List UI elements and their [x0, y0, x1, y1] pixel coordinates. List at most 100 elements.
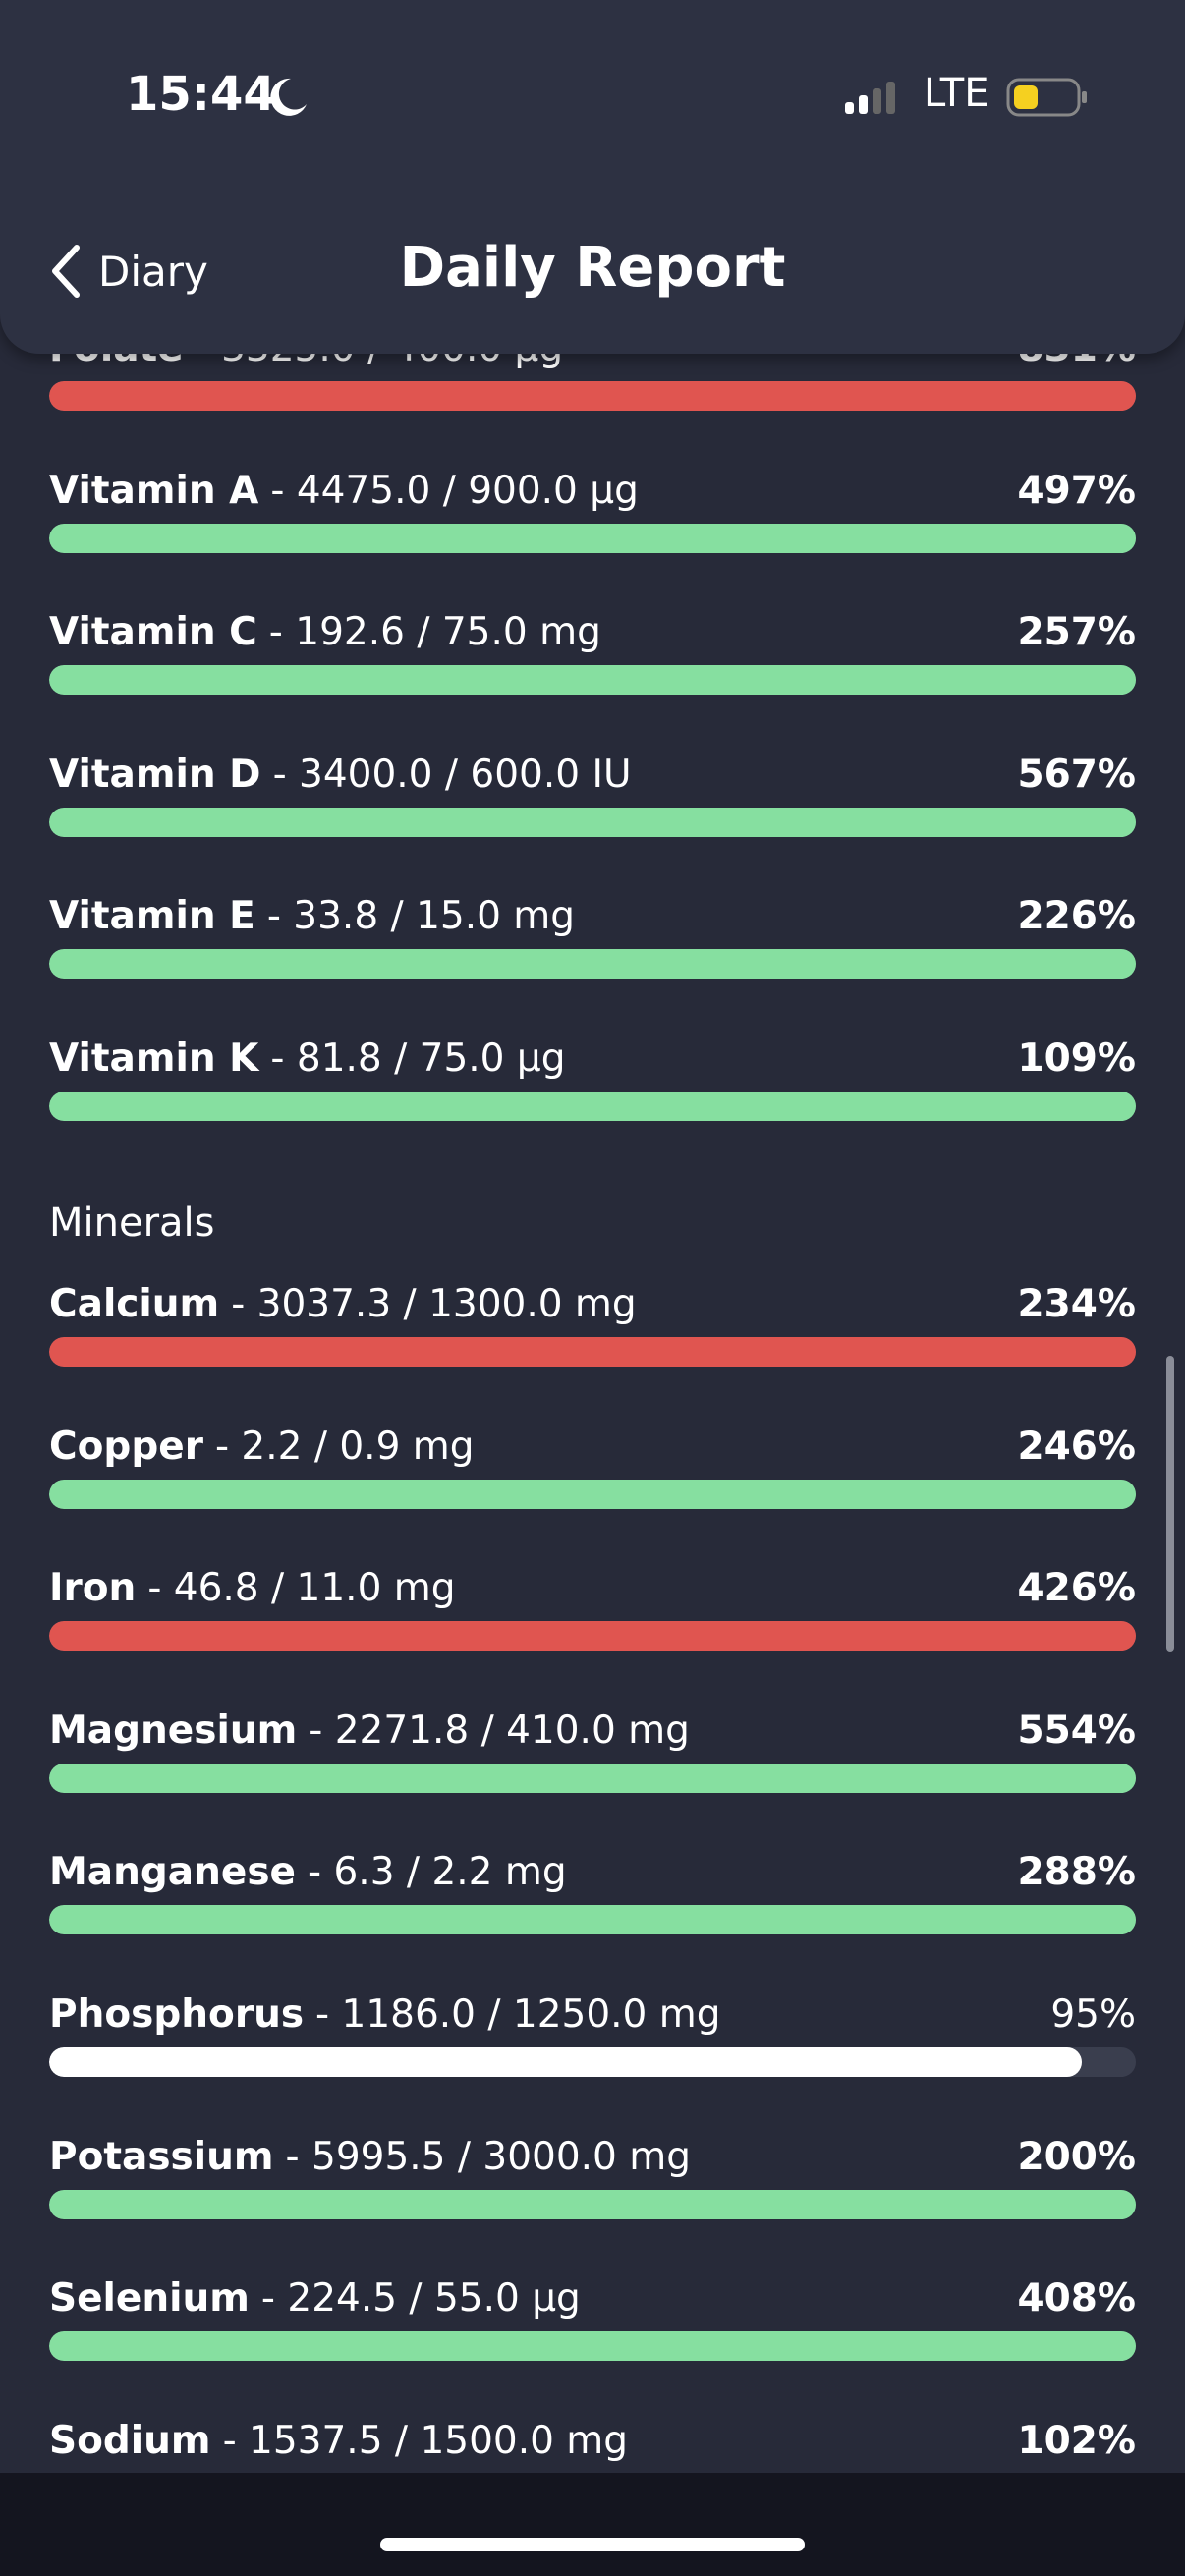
progress-track	[49, 1337, 1136, 1367]
header: 15:44 LTE Diary Daily Report	[0, 0, 1185, 354]
percent-label: 554%	[1017, 1708, 1137, 1753]
nutrient-name: Sodium	[49, 2418, 211, 2463]
progress-fill	[49, 1763, 1136, 1793]
nutrient-name: Vitamin A	[49, 468, 259, 513]
nutrient-amount: - 81.8 / 75.0 µg	[270, 1036, 566, 1081]
progress-track	[49, 381, 1136, 411]
time: 15:44	[126, 67, 276, 122]
percent-label: 497%	[1017, 468, 1137, 513]
percent-label: 95%	[1050, 1992, 1136, 2037]
nutrient-name: Selenium	[49, 2276, 250, 2322]
nutrient-row: Vitamin E- 33.8 / 15.0 mg 226%	[49, 887, 1136, 946]
progress-track	[49, 2331, 1136, 2362]
percent-label: 200%	[1017, 2134, 1137, 2179]
progress-track	[49, 949, 1136, 980]
nutrient-row: Vitamin D- 3400.0 / 600.0 IU 567%	[49, 746, 1136, 805]
progress-track	[49, 2047, 1136, 2077]
nutrient-name: Copper	[49, 1424, 203, 1469]
percent-label: 567%	[1017, 752, 1137, 797]
nutrient-row: Vitamin K- 81.8 / 75.0 µg 109%	[49, 1030, 1136, 1089]
progress-fill	[49, 665, 1136, 696]
nutrient-row: Potassium - 5995.5 / 3000.0 mg 200%	[49, 2128, 1136, 2187]
signal-icon	[845, 82, 895, 114]
progress-fill	[49, 1092, 1136, 1121]
battery-icon	[1006, 78, 1087, 117]
nutrient-name: Calcium	[49, 1282, 220, 1326]
nutrient-amount: - 2.2 / 0.9 mg	[214, 1424, 475, 1469]
nutrient-name: Vitamin D	[49, 752, 261, 797]
percent-label: 408%	[1017, 2276, 1137, 2322]
nutrient-amount: - 3037.3 / 1300.0 mg	[231, 1282, 637, 1326]
progress-fill	[49, 1905, 1136, 1935]
progress-track	[49, 2189, 1136, 2219]
progress-track	[49, 1763, 1136, 1793]
home-indicator	[380, 2538, 805, 2551]
progress-track	[49, 1621, 1136, 1652]
nutrient-amount: - 1537.5 / 1500.0 mg	[222, 2418, 629, 2463]
title: Daily Report	[399, 236, 786, 300]
nutrient-row: Copper - 2.2 / 0.9 mg 246%	[49, 1418, 1136, 1477]
nutrient-row: Selenium - 224.5 / 55.0 µg 408%	[49, 2269, 1136, 2328]
nutrient-name: Vitamin K	[49, 1036, 259, 1081]
moon-icon	[270, 78, 307, 116]
nutrient-name: Vitamin E	[49, 894, 255, 939]
progress-track	[49, 1479, 1136, 1509]
nutrient-name: Magnesium	[49, 1708, 298, 1753]
progress-fill	[49, 1337, 1136, 1367]
home-area	[0, 2473, 1185, 2576]
progress-fill	[49, 807, 1136, 837]
nutrient-amount: - 2271.8 / 410.0 mg	[309, 1708, 690, 1753]
progress-fill	[49, 2047, 1082, 2077]
nutrient-row: Iron - 46.8 / 11.0 mg 426%	[49, 1559, 1136, 1618]
percent-label: 102%	[1017, 2418, 1137, 2463]
progress-fill	[49, 523, 1136, 553]
percent-label: 109%	[1017, 1036, 1137, 1081]
nutrient-amount: - 5995.5 / 3000.0 mg	[285, 2134, 692, 2179]
back-button[interactable]: Diary	[47, 240, 208, 303]
nutrient-amount: - 1186.0 / 1250.0 mg	[315, 1992, 721, 2037]
scrollbar	[1166, 1356, 1174, 1652]
nutrient-name: Potassium	[49, 2134, 274, 2179]
nutrient-amount: - 46.8 / 11.0 mg	[147, 1566, 456, 1611]
back-label: Diary	[98, 247, 208, 296]
nutrient-row: Magnesium - 2271.8 / 410.0 mg 554%	[49, 1702, 1136, 1761]
progress-track	[49, 523, 1136, 553]
nutrient-row: Calcium - 3037.3 / 1300.0 mg 234%	[49, 1275, 1136, 1334]
percent-label: 226%	[1017, 894, 1137, 939]
progress-fill	[49, 1479, 1136, 1509]
nutrient-amount: - 3400.0 / 600.0 IU	[272, 752, 632, 797]
nutrient-row: Manganese - 6.3 / 2.2 mg 288%	[49, 1843, 1136, 1902]
nutrient-row: Sodium - 1537.5 / 1500.0 mg 102%	[49, 2412, 1136, 2471]
percent-label: 288%	[1017, 1850, 1137, 1895]
back-chevron	[52, 245, 80, 298]
progress-fill	[49, 1621, 1136, 1652]
progress-track	[49, 665, 1136, 696]
progress-fill	[49, 2331, 1136, 2362]
nutrient-amount: - 4475.0 / 900.0 µg	[270, 468, 639, 513]
progress-fill	[49, 949, 1136, 980]
nutrient-row: Vitamin A- 4475.0 / 900.0 µg 497%	[49, 462, 1136, 521]
nutrient-amount: - 224.5 / 55.0 µg	[260, 2276, 581, 2322]
progress-track	[49, 807, 1136, 837]
nutrient-name: Phosphorus	[49, 1992, 305, 2037]
network: LTE	[924, 71, 989, 116]
nutrient-name: Iron	[49, 1566, 137, 1611]
percent-label: 234%	[1017, 1282, 1137, 1326]
nutrient-name: Vitamin C	[49, 610, 257, 655]
nutrient-name: Manganese	[49, 1850, 297, 1895]
progress-track	[49, 1905, 1136, 1935]
nutrient-row: Vitamin C- 192.6 / 75.0 mg 257%	[49, 603, 1136, 662]
progress-track	[49, 1092, 1136, 1121]
percent-label: 426%	[1017, 1566, 1137, 1611]
nutrient-amount: - 33.8 / 15.0 mg	[266, 894, 576, 939]
nutrient-row: Phosphorus - 1186.0 / 1250.0 mg 95%	[49, 1986, 1136, 2044]
nutrient-amount: - 6.3 / 2.2 mg	[308, 1850, 567, 1895]
section-title: Minerals	[49, 1201, 215, 1246]
percent-label: 246%	[1017, 1424, 1137, 1469]
progress-fill	[49, 2189, 1136, 2219]
percent-label: 257%	[1017, 610, 1137, 655]
nutrient-amount: - 192.6 / 75.0 mg	[268, 610, 601, 655]
progress-fill	[49, 381, 1136, 411]
